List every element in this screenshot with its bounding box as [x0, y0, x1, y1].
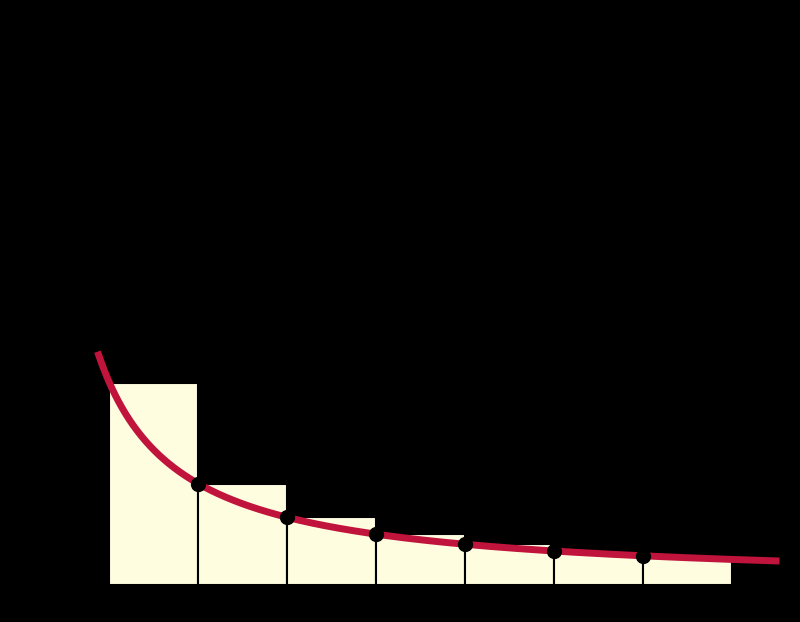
Point	[370, 529, 382, 539]
Point	[192, 479, 205, 489]
Point	[281, 513, 294, 522]
Point	[636, 551, 649, 561]
Bar	[554, 551, 642, 585]
Bar	[465, 544, 554, 585]
Point	[458, 539, 471, 549]
Bar	[110, 383, 198, 585]
Bar	[376, 534, 465, 585]
Point	[547, 546, 560, 556]
Bar	[287, 518, 376, 585]
Bar	[642, 556, 731, 585]
Bar	[198, 484, 287, 585]
